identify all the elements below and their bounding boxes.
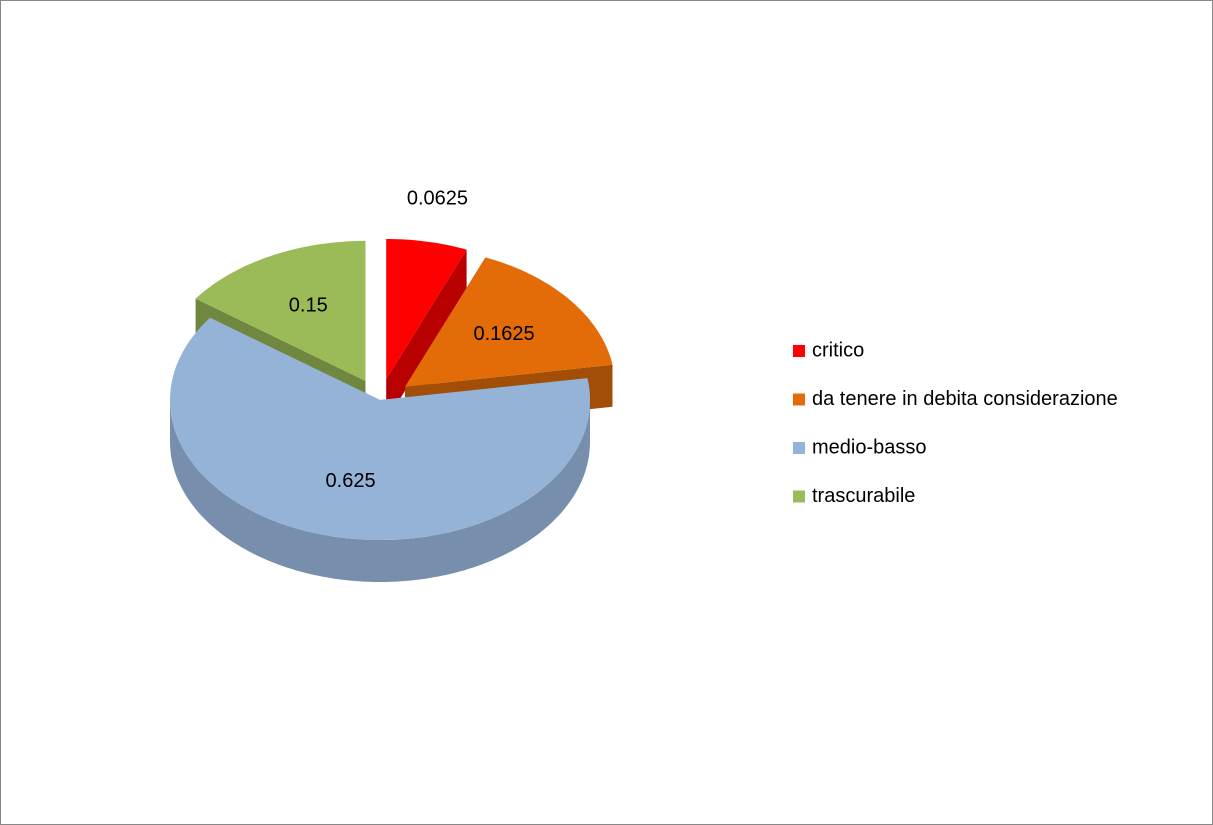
legend-label: trascurabile <box>812 485 915 507</box>
legend-label: critico <box>812 339 864 361</box>
legend-label: medio-basso <box>812 436 927 458</box>
legend-swatch <box>793 442 805 454</box>
data-label: 0.625 <box>326 470 376 492</box>
data-label: 0.0625 <box>407 188 468 210</box>
slice <box>170 317 590 540</box>
legend-swatch <box>793 490 805 503</box>
legend-swatch <box>793 345 805 357</box>
legend-swatch <box>793 393 805 406</box>
data-label: 0.1625 <box>473 323 534 345</box>
slice-side <box>386 249 467 421</box>
slice <box>405 257 613 387</box>
data-label: 0.15 <box>289 294 328 316</box>
slice-wall <box>170 400 590 582</box>
slice <box>195 240 366 381</box>
slice <box>386 239 467 379</box>
legend-label: da tenere in debita considerazione <box>812 388 1118 410</box>
